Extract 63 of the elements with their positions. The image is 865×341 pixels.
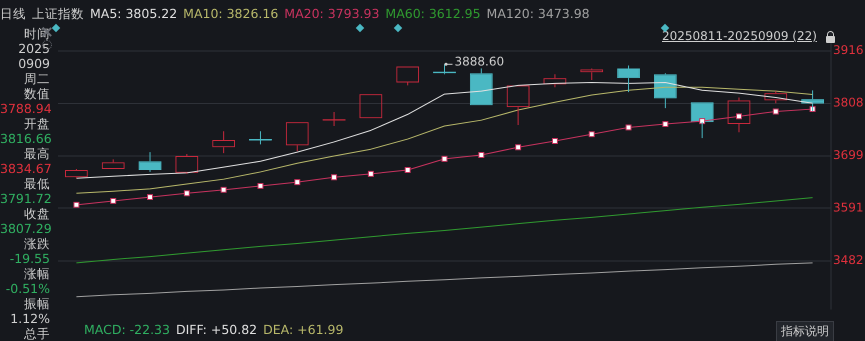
text: MA10: 3826.16 (183, 6, 278, 23)
point (294, 179, 300, 186)
text: DIFF: +50.82 (176, 322, 258, 337)
point (772, 108, 779, 114)
point (626, 124, 632, 130)
y-tick-label: 3482 (833, 253, 864, 268)
candlestick (654, 72, 677, 109)
point (73, 202, 80, 208)
text: 涨跌 (23, 236, 50, 251)
text: 3816.66 (0, 131, 52, 146)
text: MA20: 3793.93 (284, 6, 380, 23)
text: 最高 (23, 146, 50, 161)
text: MACD: -22.33 (84, 322, 170, 337)
text: DEA: +61.99 (263, 322, 344, 337)
point (699, 118, 706, 124)
point (404, 167, 411, 173)
point (184, 190, 190, 196)
candlestick (138, 152, 162, 172)
annotation: 3888.60 (454, 54, 504, 68)
point (442, 156, 448, 162)
text: 1.12% (9, 311, 50, 326)
point (662, 121, 668, 128)
text: 收盘 (23, 206, 50, 221)
point (478, 152, 484, 158)
point (368, 170, 374, 177)
text: -19.55 (8, 251, 50, 266)
chart-title: 上证指数 (32, 6, 84, 23)
text: 指标说明 (776, 321, 834, 341)
point (110, 198, 116, 204)
candlestick (617, 65, 640, 93)
text: MA120: 3473.98 (486, 6, 590, 23)
text: 日线 (0, 6, 26, 23)
candlestick (690, 102, 714, 139)
text: MA5: 3805.22 (90, 6, 178, 23)
point (588, 131, 595, 138)
text: 总手 (23, 326, 50, 341)
text: -0.51% (4, 281, 50, 296)
text: 最低 (23, 176, 50, 191)
text: 数值 (23, 86, 50, 101)
text: 2025 (17, 41, 50, 56)
y-tick-label: 3699 (833, 148, 864, 162)
annotation: 20250811-20250909 (22) (662, 29, 817, 43)
text: 振幅 (23, 296, 50, 311)
y-tick-label: 3591 (833, 200, 864, 214)
point (515, 144, 522, 150)
text: 周二 (23, 71, 50, 86)
point (331, 174, 338, 180)
text: 3807.29 (0, 221, 52, 236)
point (220, 186, 227, 193)
text: MA60: 3612.95 (385, 6, 481, 23)
text: 0909 (17, 56, 50, 71)
text: 3788.94 (0, 101, 52, 116)
text: 涨幅 (23, 266, 50, 281)
point (736, 113, 742, 120)
text: 3791.72 (0, 191, 52, 206)
point (257, 182, 264, 189)
candlestick (470, 68, 493, 106)
y-tick-label: 3916 (833, 43, 864, 58)
point (147, 194, 153, 200)
text: 3834.67 (0, 161, 52, 176)
text: 开盘 (23, 116, 50, 131)
y-tick-label: 3808 (833, 95, 864, 110)
point (552, 138, 558, 144)
